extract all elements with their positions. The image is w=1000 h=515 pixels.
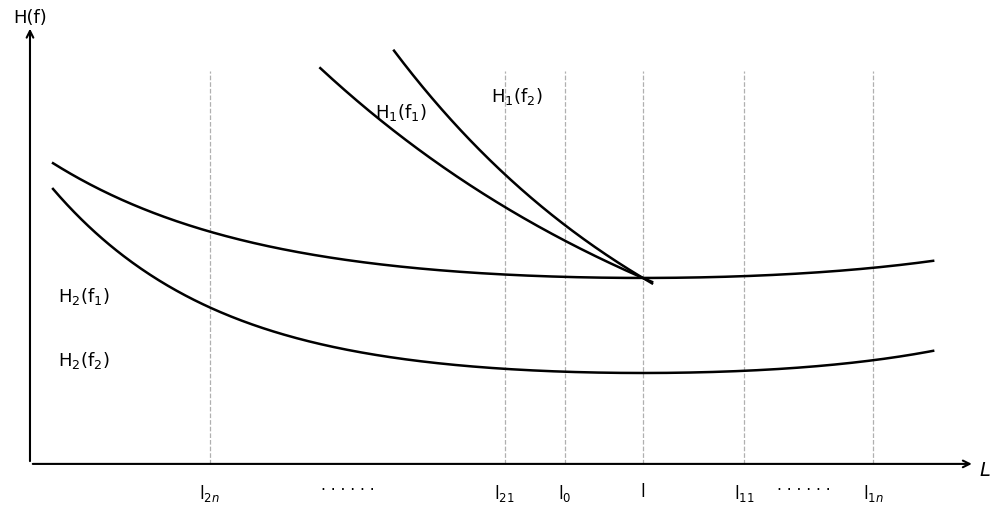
Text: L: L xyxy=(979,460,990,479)
Text: l$_{11}$: l$_{11}$ xyxy=(734,483,755,504)
Text: H$_2$(f$_2$): H$_2$(f$_2$) xyxy=(58,350,109,371)
Text: · · · · · ·: · · · · · · xyxy=(321,483,375,497)
Text: · · · · · ·: · · · · · · xyxy=(777,483,831,497)
Text: l$_{1n}$: l$_{1n}$ xyxy=(863,483,884,504)
Text: H$_2$(f$_1$): H$_2$(f$_1$) xyxy=(58,286,109,307)
Text: H(f): H(f) xyxy=(13,9,47,27)
Text: l$_{21}$: l$_{21}$ xyxy=(494,483,515,504)
Text: H$_1$(f$_2$): H$_1$(f$_2$) xyxy=(491,85,543,107)
Text: l$_{2n}$: l$_{2n}$ xyxy=(199,483,220,504)
Text: l: l xyxy=(641,483,645,501)
Text: l$_{0}$: l$_{0}$ xyxy=(558,483,571,504)
Text: H$_1$(f$_1$): H$_1$(f$_1$) xyxy=(375,102,426,123)
